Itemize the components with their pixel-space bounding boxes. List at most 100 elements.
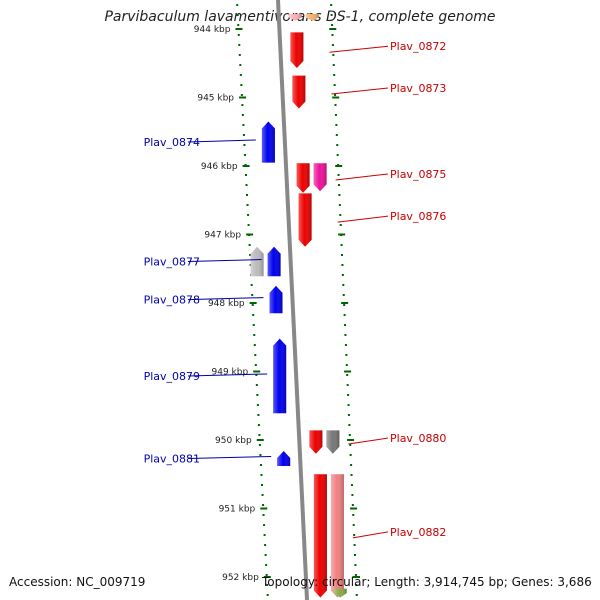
tick-label: 949 kbp: [212, 368, 249, 378]
tick-label: 944 kbp: [194, 25, 231, 35]
label-leader: [337, 215, 389, 223]
tick-mark: [341, 302, 349, 304]
gene-Plav_0874: [261, 121, 275, 163]
gene-arrow-shading: [277, 451, 291, 466]
tick-mark: [260, 507, 268, 510]
gene-Plav_0876: [298, 193, 312, 247]
label-layer: Plav_0872 Plav_0873 Plav_0874 Plav_0875 Plav…: [144, 40, 447, 539]
tick-mark: [338, 233, 346, 236]
tick-label: 952 kbp: [222, 573, 259, 583]
gene-label: Plav_0875: [390, 168, 446, 181]
gene-Plav_0875: [296, 163, 310, 193]
gene-Plav_0880: [309, 430, 323, 454]
tick-mark: [239, 96, 247, 99]
label-leader: [187, 373, 268, 377]
tick-mark: [246, 233, 254, 236]
length-label: Length:: [374, 575, 420, 589]
gene-label: Plav_0880: [390, 432, 446, 445]
gene-arrow-shading: [326, 430, 340, 454]
gene-arrow-shading: [333, 588, 347, 598]
tick-mark: [353, 576, 361, 578]
gene-arrow-shading: [273, 338, 287, 414]
gene-arrow-shading: [298, 193, 312, 247]
genes-value: 3,686: [557, 575, 592, 589]
gene-Plav_0877: [267, 246, 281, 277]
gene-arrow-shading: [261, 121, 275, 163]
label-leader: [187, 139, 256, 143]
gene-label: Plav_0878: [144, 294, 200, 307]
tick-mark: [242, 165, 250, 167]
gene-label: Plav_0881: [144, 452, 200, 465]
gene-arrow-shading: [290, 32, 304, 68]
tick-label: 947 kbp: [204, 231, 241, 241]
accession-label: Accession:: [9, 575, 73, 589]
tick-mark: [263, 576, 271, 578]
gene-block: [250, 246, 264, 277]
tick-mark: [256, 439, 264, 441]
tick-mark: [253, 370, 261, 373]
gene-Plav_0872: [290, 32, 304, 68]
label-leader: [335, 173, 389, 181]
gene-arrow-shading: [313, 163, 327, 192]
tick-label: 948 kbp: [208, 299, 245, 309]
genome-backbone: [276, 0, 309, 600]
gene-block: [326, 430, 340, 454]
gene-arrow-shading: [313, 474, 327, 598]
gene-label: Plav_0872: [390, 40, 446, 53]
gene-Plav_0881: [277, 451, 291, 466]
gene-label: Plav_0882: [390, 526, 446, 539]
gene-arrow-shading: [267, 246, 281, 277]
gene-Plav_0879: [273, 338, 287, 414]
genes-label: Genes:: [511, 575, 554, 589]
topology-value: circular: [321, 575, 367, 589]
left-rail: [236, 4, 269, 596]
tick-mark: [329, 28, 337, 30]
tick-mark: [344, 370, 352, 373]
gene-Plav_0882: [313, 474, 327, 598]
gene-label: Plav_0873: [390, 82, 446, 95]
tick-label: 950 kbp: [215, 436, 252, 446]
label-leader: [187, 297, 264, 301]
gene-arrow-shading: [250, 246, 264, 277]
accession-info: Accession: NC_009719: [9, 575, 145, 589]
gene-Plav_0873: [292, 75, 306, 109]
gene-arrow-shading: [292, 75, 306, 109]
gene-Plav_0878: [269, 285, 283, 314]
gene-arrow-shading: [330, 474, 344, 598]
label-leader: [348, 437, 389, 445]
tick-mark: [249, 302, 257, 304]
label-leader: [187, 259, 262, 263]
tick-mark: [332, 96, 340, 99]
gene-arrow-shading: [296, 163, 310, 193]
gene-arrow-shading: [305, 13, 319, 21]
tick-mark: [347, 439, 355, 441]
label-leader: [352, 531, 389, 539]
gene-arrow-shading: [288, 13, 302, 21]
backbone-layer: [276, 0, 309, 600]
gene-label: Plav_0879: [144, 370, 200, 383]
gene-layer: [250, 13, 347, 598]
gene-arrow-shading: [309, 430, 323, 454]
accession-value: NC_009719: [76, 575, 146, 589]
tick-label: 946 kbp: [201, 162, 238, 172]
gene-block: [305, 13, 319, 21]
tick-mark: [335, 165, 343, 167]
genome-stats: Topology: circular; Length: 3,914,745 bp…: [262, 575, 592, 589]
gene-label: Plav_0877: [144, 256, 200, 269]
tick-label: 945 kbp: [197, 94, 234, 104]
gene-label: Plav_0874: [144, 136, 200, 149]
gene-block: [333, 588, 347, 598]
tick-mark: [350, 507, 358, 510]
gene-block: [330, 474, 344, 598]
right-rail: [330, 4, 358, 596]
tick-label: 951 kbp: [219, 505, 256, 515]
label-leader: [331, 87, 389, 95]
gene-arrow-shading: [269, 285, 283, 314]
scale-ticks: 944 kbp 945 kbp 946 kbp 947 kbp 948 kbp 949 k…: [194, 25, 361, 583]
label-leader: [187, 455, 272, 459]
gene-block: [313, 163, 327, 192]
gene-label: Plav_0876: [390, 210, 446, 223]
dotted-rails: [236, 4, 358, 596]
topology-label: Topology:: [262, 575, 319, 589]
